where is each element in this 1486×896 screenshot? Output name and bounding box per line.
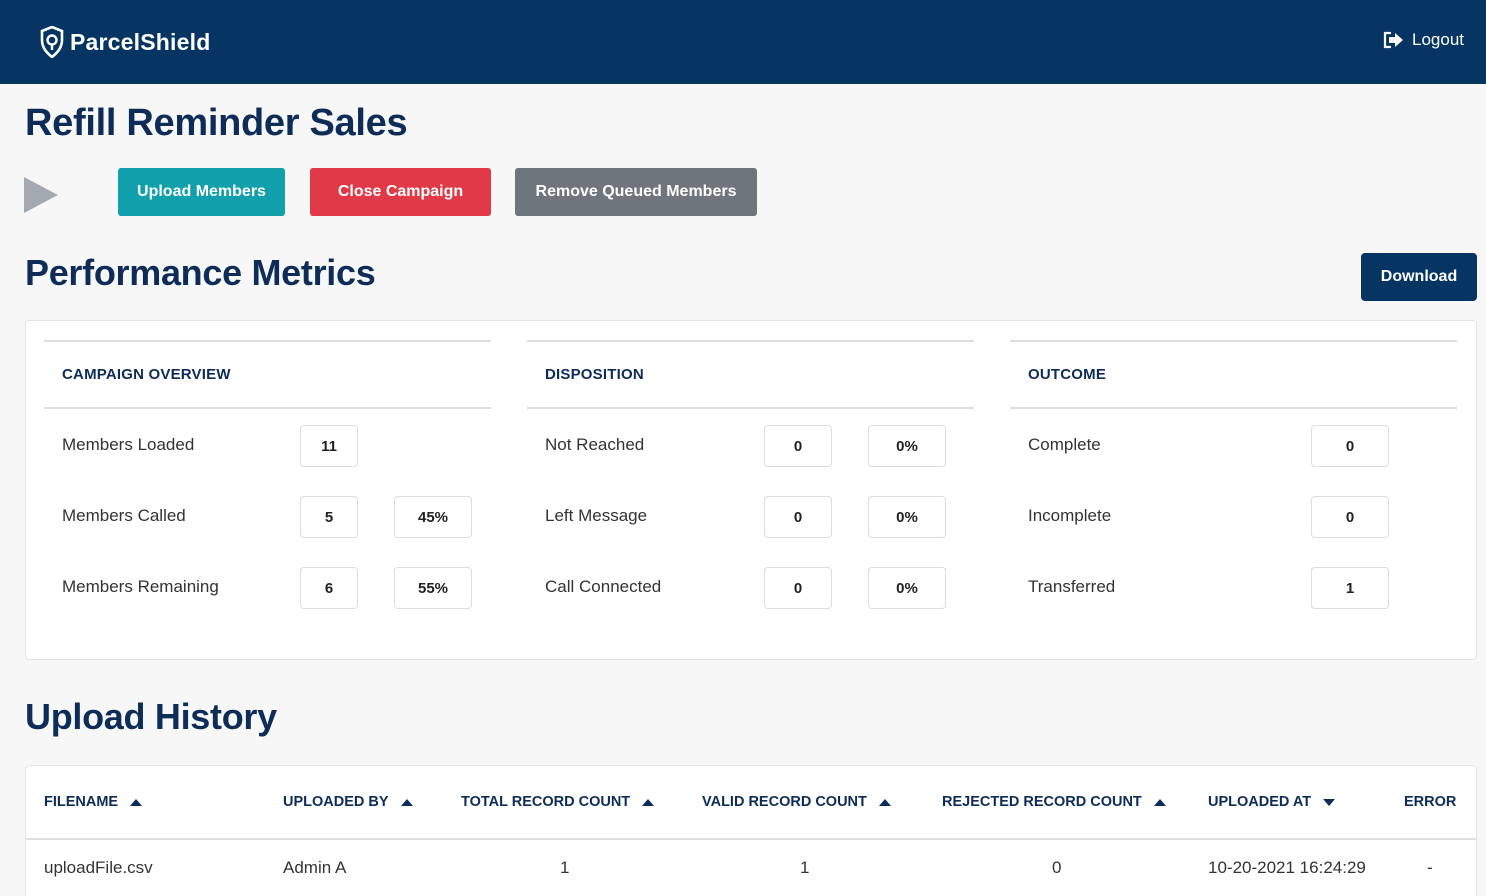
metric-row: Not Reached 0 0% (527, 425, 974, 467)
sort-up-icon (130, 798, 143, 806)
brand-name: ParcelShield (70, 28, 211, 55)
metric-label: Left Message (545, 506, 648, 525)
metric-count: 5 (300, 496, 358, 538)
metric-label: Call Connected (545, 577, 662, 596)
page-title: Refill Reminder Sales (25, 102, 408, 144)
column-header-rejected-record-count[interactable]: REJECTED RECORD COUNT (942, 794, 1166, 810)
shield-logo-icon (40, 26, 64, 58)
cell-error: - (1427, 858, 1433, 877)
column-header-label: FILENAME (44, 794, 119, 810)
sort-up-icon (400, 798, 413, 806)
sort-up-icon (878, 798, 891, 806)
metric-count: 0 (1311, 496, 1389, 538)
metric-row: Transferred 1 (1010, 567, 1457, 609)
logout-button[interactable]: Logout (1382, 30, 1464, 50)
metric-row: Members Loaded 11 (44, 425, 491, 467)
table-header: FILENAME UPLOADED BY TOTAL RECORD COUNT … (26, 766, 1476, 840)
sort-up-icon (1153, 798, 1166, 806)
column-header-error[interactable]: ERROR (1404, 794, 1456, 810)
campaign-overview-column: CAMPAIGN OVERVIEW Members Loaded 11 Memb… (44, 340, 491, 609)
metric-count: 1 (1311, 567, 1389, 609)
download-button[interactable]: Download (1361, 253, 1477, 301)
metric-row: Incomplete 0 (1010, 496, 1457, 538)
metric-count: 0 (764, 567, 832, 609)
metric-count: 0 (764, 425, 832, 467)
sort-down-icon (1323, 798, 1336, 806)
cell-valid-record-count: 1 (800, 858, 810, 877)
upload-history-table: FILENAME UPLOADED BY TOTAL RECORD COUNT … (25, 765, 1477, 896)
metric-percent: 0% (868, 425, 946, 467)
metric-percent: 0% (868, 567, 946, 609)
column-header-label: ERROR (1404, 794, 1457, 810)
performance-metrics-title: Performance Metrics (25, 252, 376, 293)
column-header-total-record-count[interactable]: TOTAL RECORD COUNT (461, 794, 655, 810)
metric-count: 6 (300, 567, 358, 609)
column-header-uploaded-at[interactable]: UPLOADED AT (1208, 794, 1336, 810)
brand-logo[interactable]: ParcelShield (40, 26, 210, 58)
outcome-column: OUTCOME Complete 0 Incomplete 0 Transfer… (1010, 340, 1457, 609)
play-icon[interactable] (24, 177, 58, 213)
column-header-label: UPLOADED BY (283, 794, 389, 810)
column-header-label: VALID RECORD COUNT (702, 794, 867, 810)
top-navbar: ParcelShield Logout (0, 0, 1486, 84)
metric-label: Complete (1028, 435, 1101, 454)
outcome-heading: OUTCOME (1010, 340, 1457, 409)
metric-row: Members Called 5 45% (44, 496, 491, 538)
metric-row: Complete 0 (1010, 425, 1457, 467)
campaign-overview-heading: CAMPAIGN OVERVIEW (44, 340, 491, 409)
metric-row: Members Remaining 6 55% (44, 567, 491, 609)
disposition-column: DISPOSITION Not Reached 0 0% Left Messag… (527, 340, 974, 609)
column-header-uploaded-by[interactable]: UPLOADED BY (283, 794, 413, 810)
metric-label: Not Reached (545, 435, 645, 454)
metric-count: 0 (1311, 425, 1389, 467)
cell-filename: uploadFile.csv (44, 858, 153, 877)
metric-label: Members Called (62, 506, 186, 525)
column-header-label: REJECTED RECORD COUNT (942, 794, 1142, 810)
disposition-heading: DISPOSITION (527, 340, 974, 409)
metric-percent: 45% (394, 496, 472, 538)
metric-label: Incomplete (1028, 506, 1112, 525)
remove-queued-members-button[interactable]: Remove Queued Members (515, 168, 757, 216)
column-header-valid-record-count[interactable]: VALID RECORD COUNT (702, 794, 891, 810)
column-header-label: UPLOADED AT (1208, 794, 1312, 810)
metrics-card: CAMPAIGN OVERVIEW Members Loaded 11 Memb… (25, 320, 1477, 660)
metric-count: 11 (300, 425, 358, 467)
metric-row: Call Connected 0 0% (527, 567, 974, 609)
metric-count: 0 (764, 496, 832, 538)
column-header-filename[interactable]: FILENAME (44, 794, 143, 810)
cell-total-record-count: 1 (560, 858, 570, 877)
logout-label: Logout (1412, 30, 1464, 49)
metric-label: Members Remaining (62, 577, 219, 596)
sort-up-icon (642, 798, 655, 806)
upload-members-button[interactable]: Upload Members (118, 168, 285, 216)
metric-label: Members Loaded (62, 435, 195, 454)
metric-percent: 55% (394, 567, 472, 609)
cell-uploaded-by: Admin A (283, 858, 347, 877)
logout-icon (1383, 31, 1403, 49)
metric-percent: 0% (868, 496, 946, 538)
metric-label: Transferred (1028, 577, 1116, 596)
close-campaign-button[interactable]: Close Campaign (310, 168, 491, 216)
upload-history-title: Upload History (25, 696, 277, 737)
metric-row: Left Message 0 0% (527, 496, 974, 538)
cell-rejected-record-count: 0 (1052, 858, 1062, 877)
cell-uploaded-at: 10-20-2021 16:24:29 (1208, 858, 1366, 877)
column-header-label: TOTAL RECORD COUNT (461, 794, 631, 810)
